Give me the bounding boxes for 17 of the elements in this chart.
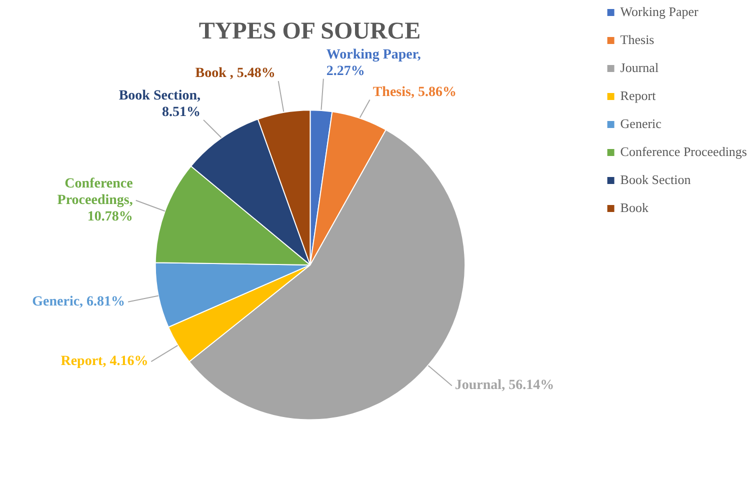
legend-label: Conference Proceedings xyxy=(620,144,747,160)
legend-label: Working Paper xyxy=(620,4,698,20)
legend-label: Generic xyxy=(620,116,662,132)
data-label: Report, 4.16% xyxy=(60,354,148,370)
legend-label: Report xyxy=(620,88,656,104)
data-label: Conference Proceedings, 10.78% xyxy=(57,176,133,224)
legend-label: Thesis xyxy=(620,32,654,48)
legend-label: Book xyxy=(620,200,648,216)
data-label: Working Paper, 2.27% xyxy=(326,47,421,79)
legend-label: Book Section xyxy=(620,172,691,188)
text: TYPES OF SOURCE xyxy=(198,18,421,45)
data-label: Journal, 56.14% xyxy=(454,378,554,394)
data-label: Thesis, 5.86% xyxy=(372,84,456,100)
data-label: Generic, 6.81% xyxy=(32,294,126,310)
legend-label: Journal xyxy=(620,60,659,76)
data-label: Book , 5.48% xyxy=(195,66,276,82)
data-label: Book Section, 8.51% xyxy=(118,88,201,120)
